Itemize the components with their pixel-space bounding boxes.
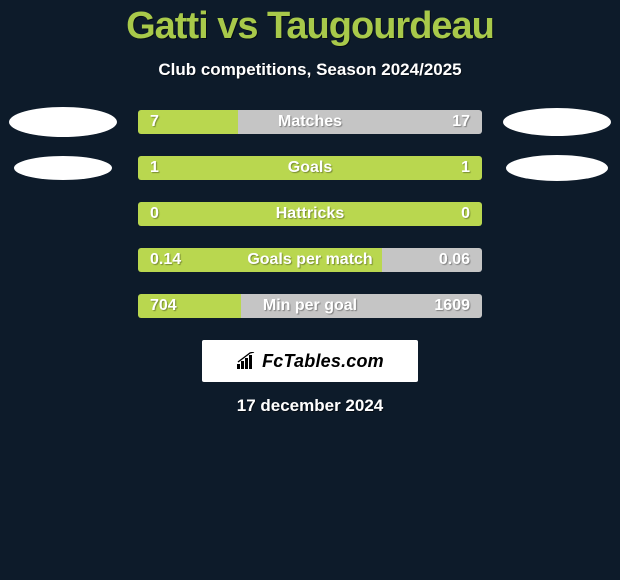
stat-right-value: 1 <box>461 156 470 180</box>
stat-row: 0Hattricks0 <box>0 202 620 226</box>
right-team-badge <box>502 248 612 272</box>
left-team-badge <box>8 156 118 180</box>
right-team-badge <box>502 202 612 226</box>
ellipse-icon <box>506 155 608 181</box>
stat-bar-right-fill <box>310 202 482 226</box>
stat-bar: 0.14Goals per match0.06 <box>138 248 482 272</box>
stat-right-value: 0 <box>461 202 470 226</box>
stat-bar-right-fill <box>238 110 482 134</box>
brand-box: FcTables.com <box>202 340 418 382</box>
right-team-badge <box>502 156 612 180</box>
bar-chart-icon <box>236 352 258 370</box>
comparison-infographic: Gatti vs Taugourdeau Club competitions, … <box>0 0 620 416</box>
footer-date: 17 december 2024 <box>0 396 620 416</box>
stat-left-value: 704 <box>150 294 177 318</box>
stat-rows: 7Matches17 1Goals1 0Hattricks0 0.14Goals pe… <box>0 110 620 318</box>
right-team-badge <box>502 110 612 134</box>
stat-left-value: 7 <box>150 110 159 134</box>
stat-bar-right-fill <box>310 156 482 180</box>
stat-left-value: 0 <box>150 202 159 226</box>
left-team-badge <box>8 248 118 272</box>
stat-bar: 7Matches17 <box>138 110 482 134</box>
stat-right-value: 17 <box>452 110 470 134</box>
page-subtitle: Club competitions, Season 2024/2025 <box>0 60 620 80</box>
ellipse-icon <box>14 156 112 180</box>
ellipse-icon <box>503 108 611 136</box>
page-title: Gatti vs Taugourdeau <box>0 5 620 48</box>
left-team-badge <box>8 202 118 226</box>
stat-right-value: 0.06 <box>439 248 470 272</box>
left-team-badge <box>8 110 118 134</box>
stat-row: 0.14Goals per match0.06 <box>0 248 620 272</box>
stat-row: 7Matches17 <box>0 110 620 134</box>
brand-label: FcTables.com <box>262 351 384 372</box>
stat-row: 704Min per goal1609 <box>0 294 620 318</box>
left-team-badge <box>8 294 118 318</box>
stat-bar: 0Hattricks0 <box>138 202 482 226</box>
ellipse-icon <box>9 107 117 137</box>
stat-bar-left-fill <box>138 202 310 226</box>
stat-bar-left-fill <box>138 156 310 180</box>
stat-right-value: 1609 <box>434 294 470 318</box>
stat-left-value: 1 <box>150 156 159 180</box>
stat-bar: 704Min per goal1609 <box>138 294 482 318</box>
stat-bar: 1Goals1 <box>138 156 482 180</box>
right-team-badge <box>502 294 612 318</box>
stat-left-value: 0.14 <box>150 248 181 272</box>
stat-row: 1Goals1 <box>0 156 620 180</box>
